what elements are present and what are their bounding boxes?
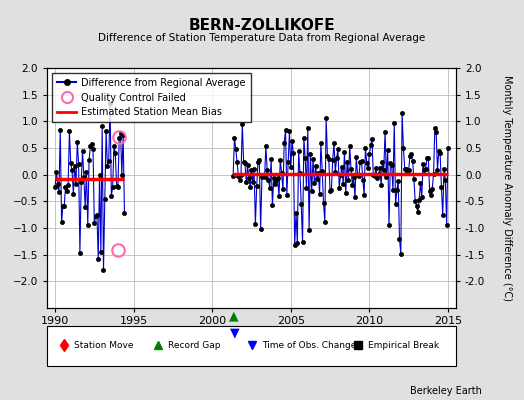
Text: Difference of Station Temperature Data from Regional Average: Difference of Station Temperature Data f… — [99, 33, 425, 43]
Text: ▲: ▲ — [230, 309, 239, 322]
Text: Berkeley Earth: Berkeley Earth — [410, 386, 482, 396]
Y-axis label: Monthly Temperature Anomaly Difference (°C): Monthly Temperature Anomaly Difference (… — [502, 75, 512, 301]
Legend: Difference from Regional Average, Quality Control Failed, Estimated Station Mean: Difference from Regional Average, Qualit… — [52, 73, 250, 122]
Text: Station Move: Station Move — [74, 341, 133, 350]
FancyBboxPatch shape — [47, 326, 456, 366]
Text: BERN-ZOLLIKOFE: BERN-ZOLLIKOFE — [189, 18, 335, 33]
Text: Empirical Break: Empirical Break — [368, 341, 439, 350]
Text: Record Gap: Record Gap — [168, 341, 220, 350]
Text: Time of Obs. Change: Time of Obs. Change — [262, 341, 356, 350]
Text: ▼: ▼ — [231, 327, 240, 340]
